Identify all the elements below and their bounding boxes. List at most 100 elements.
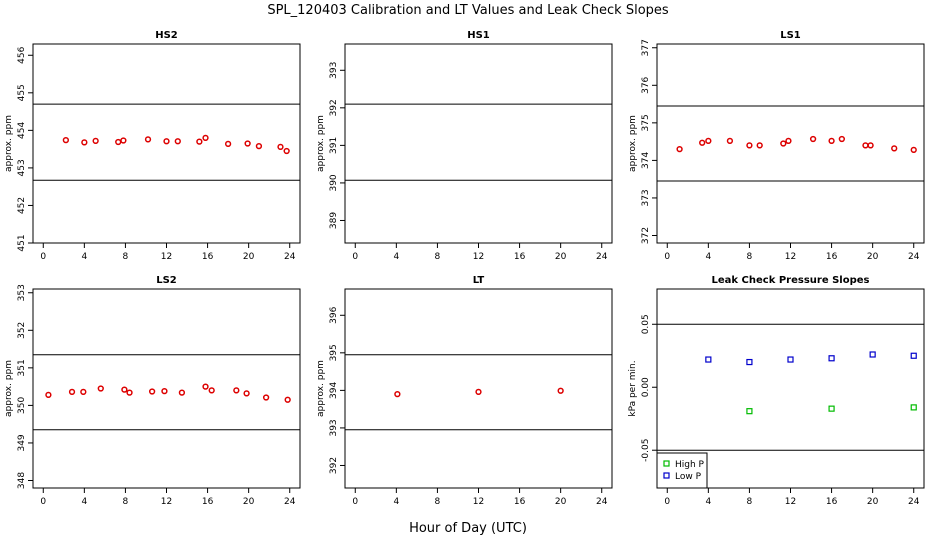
legend-entry: High P	[675, 460, 705, 470]
x-tick-label: 16	[826, 497, 838, 507]
x-tick-label: 12	[785, 252, 796, 262]
data-point-low-p	[869, 351, 876, 358]
y-tick-label: 353	[17, 284, 27, 301]
data-point	[910, 146, 917, 154]
y-tick-label: 395	[329, 344, 339, 361]
data-point	[68, 388, 76, 396]
y-tick-label: 0.00	[641, 377, 651, 397]
x-tick-label: 4	[393, 252, 399, 262]
x-tick-label: 12	[473, 497, 484, 507]
x-tick-label: 4	[393, 497, 399, 507]
data-point-high-p	[828, 405, 835, 412]
legend-marker	[663, 460, 670, 467]
data-point	[867, 142, 874, 149]
data-point	[62, 136, 70, 144]
x-tick-label: 4	[81, 497, 87, 507]
data-point	[891, 145, 898, 152]
panels: HS2 approx. ppm 0 4 8 12 16 20 24 451 452 453 454 455…	[4, 30, 925, 507]
x-tick-label: 8	[123, 252, 129, 262]
data-point	[121, 386, 128, 393]
x-tick-label: 0	[664, 497, 670, 507]
y-tick-label: 351	[17, 359, 27, 376]
data-point	[557, 387, 564, 394]
x-tick-label: 8	[747, 252, 753, 262]
y-axis-label: approx. ppm	[628, 115, 638, 172]
legend-marker	[663, 472, 670, 479]
data-point	[161, 387, 168, 395]
y-tick-label: 373	[641, 189, 651, 206]
data-point	[255, 142, 263, 150]
y-tick-label: 349	[17, 434, 27, 451]
legend-entry: Low P	[675, 472, 702, 482]
data-point	[785, 137, 792, 145]
data-point	[699, 139, 706, 146]
panel-title: LS2	[156, 275, 177, 286]
data-point	[174, 138, 181, 145]
data-point	[81, 139, 88, 146]
panel-0: HS2 approx. ppm 0 4 8 12 16 20 24 451 452 453 454 455…	[4, 30, 301, 262]
data-point	[208, 387, 215, 394]
data-point	[224, 140, 232, 148]
x-tick-label: 20	[243, 497, 255, 507]
y-tick-label: 394	[329, 382, 339, 399]
y-tick-label: 350	[17, 397, 27, 414]
panel-2: LS1 approx. ppm 0 4 8 12 16 20 24 372 373 374 375 376…	[628, 30, 925, 262]
x-tick-label: 4	[705, 252, 711, 262]
data-point	[148, 388, 156, 395]
y-tick-label: 0.05	[641, 314, 651, 334]
data-point	[828, 137, 835, 145]
data-point	[746, 142, 753, 149]
x-tick-label: 24	[596, 252, 608, 262]
data-point-high-p	[910, 404, 917, 411]
x-tick-label: 20	[555, 497, 567, 507]
y-tick-label: 348	[17, 472, 27, 489]
y-tick-label: 374	[641, 152, 651, 169]
data-point	[726, 137, 734, 145]
y-tick-label: 376	[641, 76, 651, 93]
legend: High P Low P	[656, 452, 708, 489]
x-tick-label: 8	[123, 497, 129, 507]
data-point	[126, 389, 133, 396]
data-point	[284, 396, 291, 403]
panel-title: LS1	[780, 30, 801, 41]
data-point	[809, 135, 817, 143]
panel-title: HS2	[155, 30, 178, 41]
data-point-low-p	[705, 356, 712, 363]
y-tick-label: 372	[641, 227, 651, 244]
data-point	[202, 134, 209, 142]
x-tick-label: 4	[81, 252, 87, 262]
y-tick-label: 453	[17, 159, 27, 176]
data-point	[475, 388, 482, 396]
data-point	[97, 385, 104, 392]
data-point	[120, 137, 127, 144]
panel-title: HS1	[467, 30, 490, 41]
x-tick-label: 0	[352, 497, 358, 507]
panel-3: LS2 approx. ppm 0 4 8 12 16 20 24 348 349 350 351 352…	[4, 275, 301, 507]
x-tick-label: 0	[40, 252, 46, 262]
legend-box	[656, 452, 708, 489]
data-point-low-p	[828, 355, 835, 362]
data-point	[178, 389, 186, 396]
figure-title: SPL_120403 Calibration and LT Values and…	[267, 3, 669, 18]
y-tick-label: 454	[17, 122, 27, 139]
y-axis-label: kPa per min.	[628, 360, 638, 416]
x-tick-label: 16	[514, 497, 526, 507]
panel-4: LT approx. ppm 0 4 8 12 16 20 24 392 393 394 395 396	[316, 275, 613, 507]
x-tick-label: 24	[284, 252, 296, 262]
panel-1: HS1 approx. ppm 0 4 8 12 16 20 24 389 390 391 392 393	[316, 30, 613, 262]
x-tick-label: 16	[514, 252, 526, 262]
y-axis-label: approx. ppm	[316, 115, 326, 172]
panel-title: Leak Check Pressure Slopes	[712, 275, 870, 286]
data-point-low-p	[910, 352, 917, 359]
x-tick-label: 20	[867, 497, 879, 507]
data-point	[144, 136, 152, 143]
x-tick-label: 20	[867, 252, 879, 262]
y-tick-label: 456	[17, 46, 27, 63]
y-tick-label: 396	[329, 306, 339, 323]
y-tick-label: 392	[329, 99, 339, 116]
y-axis-label: approx. ppm	[4, 115, 14, 172]
data-point-low-p	[787, 356, 794, 363]
y-tick-label: 392	[329, 457, 339, 474]
x-tick-label: 24	[908, 497, 920, 507]
